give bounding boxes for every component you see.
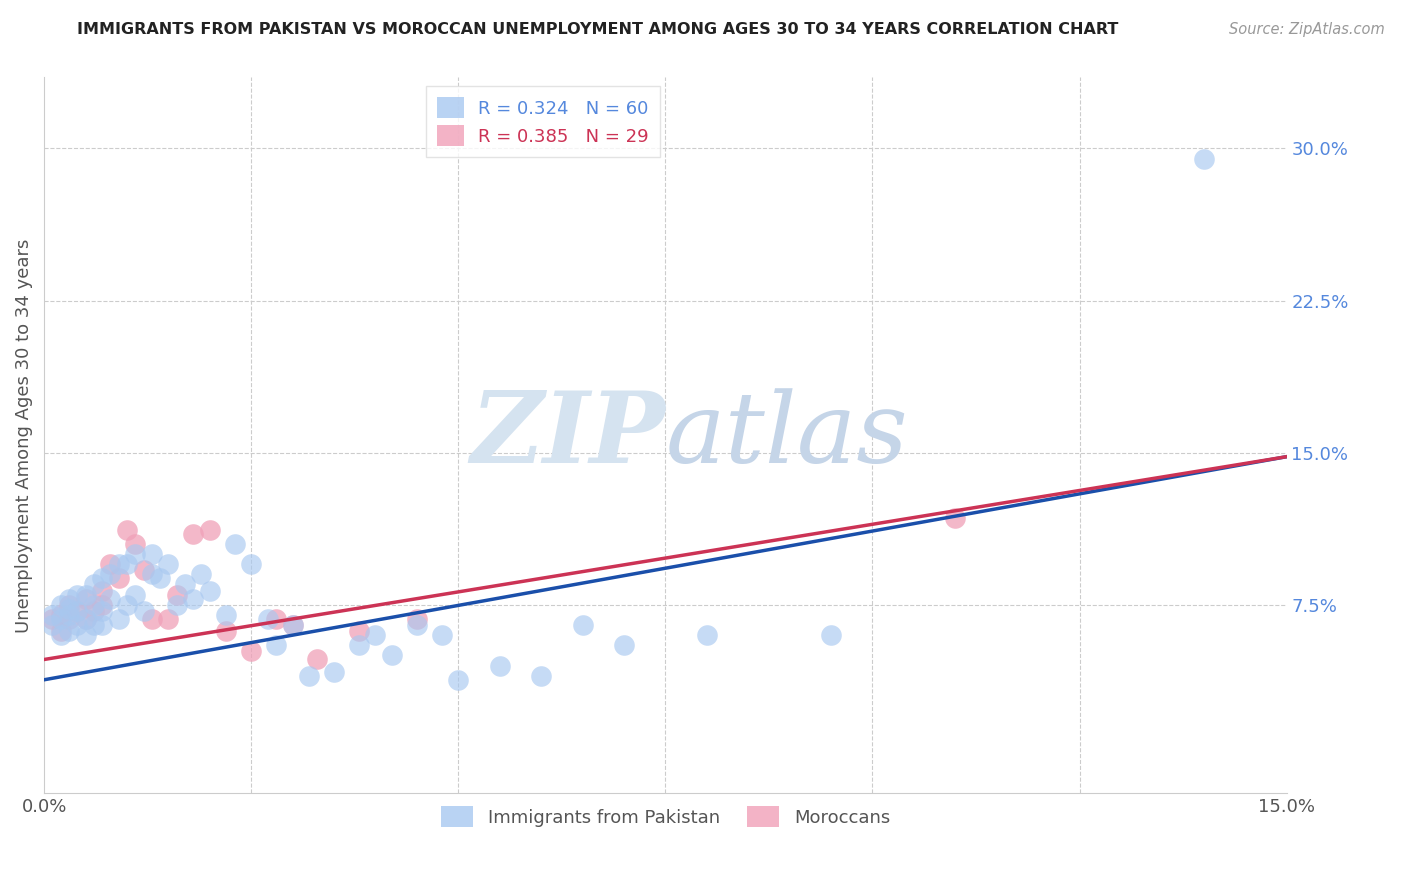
Point [49, 624, 72, 639]
Point [347, 638, 370, 652]
Point [115, 557, 138, 571]
Point [405, 618, 427, 632]
Legend: Immigrants from Pakistan, Moroccans: Immigrants from Pakistan, Moroccans [433, 799, 897, 834]
Point [49, 628, 72, 642]
Point [124, 588, 146, 602]
Point [83, 598, 105, 612]
Point [91, 598, 114, 612]
Point [58, 612, 80, 626]
Point [166, 598, 188, 612]
Point [141, 612, 163, 626]
Point [100, 567, 122, 582]
Point [215, 624, 238, 639]
Point [132, 563, 155, 577]
Point [91, 583, 114, 598]
Point [91, 618, 114, 632]
Point [240, 557, 263, 571]
Point [157, 612, 180, 626]
Point [696, 628, 718, 642]
Point [100, 591, 122, 606]
Point [820, 628, 842, 642]
Point [530, 669, 553, 683]
Point [447, 673, 470, 687]
Point [157, 557, 180, 571]
Point [141, 567, 163, 582]
Point [281, 618, 304, 632]
Point [240, 644, 263, 658]
Point [66, 588, 89, 602]
Point [75, 612, 97, 626]
Point [405, 612, 427, 626]
Point [430, 628, 453, 642]
Point [100, 557, 122, 571]
Point [115, 598, 138, 612]
Point [298, 669, 321, 683]
Point [256, 612, 278, 626]
Point [307, 652, 329, 666]
Point [149, 571, 172, 585]
Point [264, 638, 287, 652]
Point [323, 665, 346, 679]
Point [91, 604, 114, 618]
Text: atlas: atlas [665, 388, 908, 483]
Point [41, 612, 63, 626]
Point [66, 604, 89, 618]
Point [66, 618, 89, 632]
Point [571, 618, 593, 632]
Point [1192, 152, 1215, 166]
Point [364, 628, 387, 642]
Point [49, 607, 72, 622]
Text: ZIP: ZIP [471, 387, 665, 483]
Point [41, 618, 63, 632]
Point [91, 571, 114, 585]
Point [215, 607, 238, 622]
Point [58, 598, 80, 612]
Point [58, 607, 80, 622]
Point [41, 607, 63, 622]
Point [75, 628, 97, 642]
Point [124, 537, 146, 551]
Point [264, 612, 287, 626]
Point [198, 583, 221, 598]
Point [166, 588, 188, 602]
Point [190, 567, 212, 582]
Point [115, 523, 138, 537]
Text: IMMIGRANTS FROM PAKISTAN VS MOROCCAN UNEMPLOYMENT AMONG AGES 30 TO 34 YEARS CORR: IMMIGRANTS FROM PAKISTAN VS MOROCCAN UNE… [77, 22, 1119, 37]
Point [281, 618, 304, 632]
Point [488, 658, 510, 673]
Point [124, 547, 146, 561]
Point [83, 577, 105, 591]
Point [943, 510, 966, 524]
Point [132, 604, 155, 618]
Point [107, 557, 129, 571]
Point [181, 526, 204, 541]
Point [49, 612, 72, 626]
Point [83, 618, 105, 632]
Point [58, 591, 80, 606]
Point [75, 588, 97, 602]
Y-axis label: Unemployment Among Ages 30 to 34 years: Unemployment Among Ages 30 to 34 years [15, 238, 32, 632]
Text: Source: ZipAtlas.com: Source: ZipAtlas.com [1229, 22, 1385, 37]
Point [75, 591, 97, 606]
Point [83, 604, 105, 618]
Point [66, 604, 89, 618]
Point [58, 602, 80, 616]
Point [75, 612, 97, 626]
Point [107, 571, 129, 585]
Point [381, 648, 404, 663]
Point [224, 537, 246, 551]
Point [181, 591, 204, 606]
Point [49, 598, 72, 612]
Point [613, 638, 636, 652]
Point [198, 523, 221, 537]
Point [58, 624, 80, 639]
Point [107, 612, 129, 626]
Point [174, 577, 197, 591]
Point [141, 547, 163, 561]
Point [347, 624, 370, 639]
